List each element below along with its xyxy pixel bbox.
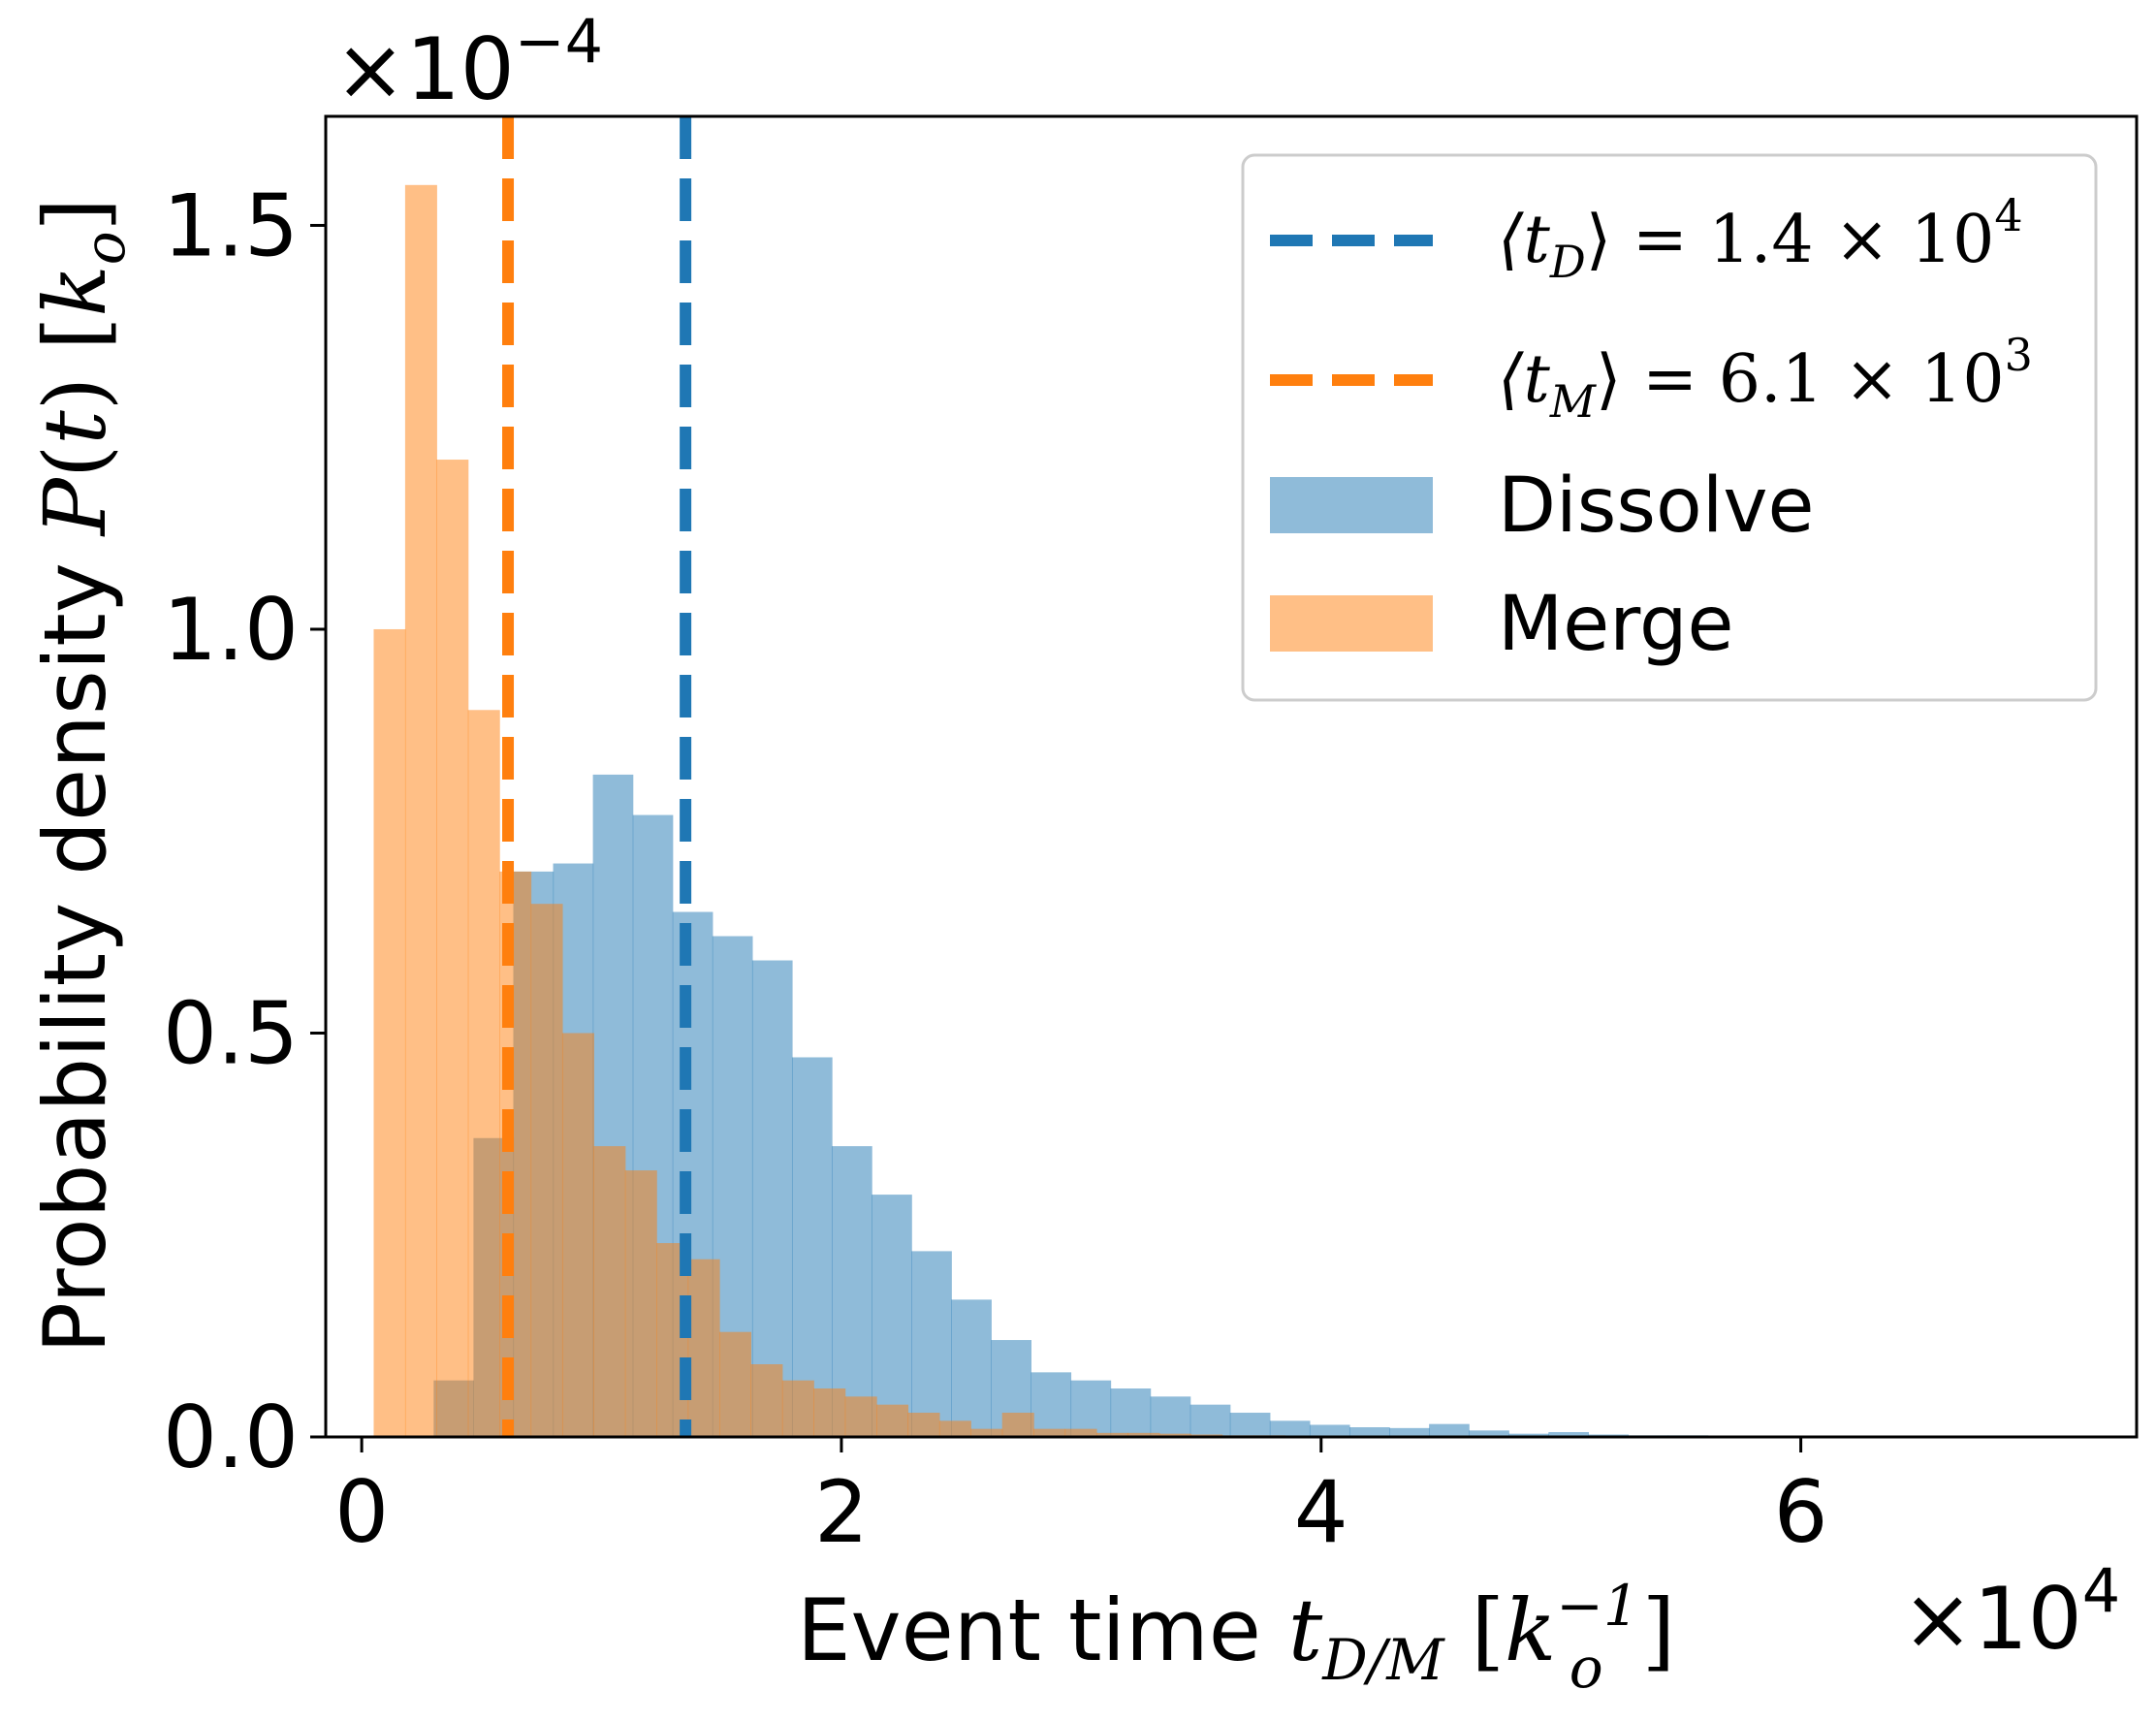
hist-bar-dissolve: [911, 1251, 952, 1437]
legend-handle-dissolve: [1270, 477, 1433, 533]
hist-bar-dissolve: [1389, 1427, 1430, 1437]
x-scale-factor: ×104: [1902, 1555, 2120, 1669]
hist-bar-dissolve: [1309, 1424, 1350, 1437]
legend-label-merge: Merge: [1498, 581, 1733, 668]
y-tick-label: 1.5: [163, 175, 299, 275]
y-tick-label: 0.0: [163, 1387, 299, 1487]
hist-bar-merge: [687, 1259, 720, 1437]
hist-bar-dissolve: [1348, 1427, 1390, 1437]
hist-bar-merge: [499, 871, 532, 1437]
hist-bar-merge: [844, 1396, 877, 1437]
hist-bar-dissolve: [872, 1195, 912, 1437]
hist-bar-merge: [467, 710, 500, 1437]
y-axis: 0.0 0.5 1.0 1.5: [163, 175, 326, 1487]
plot-frame: [324, 114, 2139, 1439]
x-scale-base: ×10: [1902, 1569, 2082, 1669]
hist-bar-merge: [530, 904, 563, 1437]
hist-bar-merge: [719, 1331, 752, 1437]
hist-bar-dissolve: [1508, 1433, 1549, 1437]
y-axis-label: Probability density P(t) [ko]: [25, 198, 138, 1354]
hist-bar-dissolve: [1070, 1380, 1112, 1437]
hist-bar-dissolve: [751, 960, 793, 1437]
hist-bar-dissolve: [1469, 1430, 1509, 1437]
y-scale-base: ×10: [334, 19, 515, 119]
legend-label-mean-merge: ⟨tM⟩ = 6.1 × 103: [1498, 329, 2033, 428]
hist-bar-dissolve: [1429, 1423, 1470, 1437]
hist-bar-merge: [593, 1146, 626, 1437]
hist-bar-dissolve: [1189, 1404, 1231, 1437]
hist-bar-merge: [561, 1033, 594, 1437]
hist-bar-dissolve: [1269, 1420, 1311, 1437]
hist-bar-dissolve: [832, 1146, 872, 1437]
y-scale-exponent: −4: [515, 6, 603, 77]
hist-bar-merge: [876, 1404, 909, 1437]
y-tick-label: 1.0: [163, 580, 299, 680]
hist-bar-merge: [404, 184, 437, 1437]
x-scale-exponent: 4: [2082, 1555, 2120, 1626]
x-tick-label: 6: [1774, 1462, 1828, 1562]
hist-bar-merge: [813, 1388, 846, 1437]
x-axis: 0 2 4 6: [334, 1437, 1828, 1562]
hist-bar-dissolve: [1150, 1396, 1191, 1437]
y-scale-factor: ×10−4: [334, 6, 603, 119]
legend-handle-merge: [1270, 595, 1433, 652]
hist-bar-merge: [970, 1428, 1003, 1437]
x-tick-label: 4: [1294, 1462, 1348, 1562]
hist-bar-merge: [436, 460, 469, 1437]
hist-bar-dissolve: [1110, 1388, 1152, 1437]
legend-frame: [1241, 153, 2098, 702]
hist-bar-merge: [624, 1170, 657, 1437]
hist-bar-dissolve: [951, 1299, 992, 1437]
hist-bar-merge: [373, 628, 406, 1437]
hist-bar-merge: [750, 1364, 783, 1437]
hist-bar-merge: [938, 1420, 971, 1437]
legend: ⟨tD⟩ = 1.4 × 104 ⟨tM⟩ = 6.1 × 103 Dissol…: [1241, 153, 2098, 702]
hist-bar-merge: [1001, 1413, 1034, 1437]
legend-label-mean-dissolve: ⟨tD⟩ = 1.4 × 104: [1498, 189, 2023, 288]
hist-bar-merge: [1095, 1432, 1128, 1437]
hist-bar-merge: [1033, 1428, 1066, 1437]
legend-label-dissolve: Dissolve: [1498, 462, 1815, 550]
hist-bar-merge: [1127, 1432, 1160, 1437]
x-tick-label: 2: [814, 1462, 869, 1562]
y-tick-label: 0.5: [163, 983, 299, 1083]
hist-bar-merge: [1158, 1433, 1191, 1437]
hist-bar-dissolve: [1030, 1372, 1072, 1437]
x-axis-label: Event time tD/M [k−1 o]: [797, 1573, 1675, 1701]
hist-bar-merge: [1064, 1428, 1097, 1437]
hist-bar-merge: [907, 1413, 940, 1437]
hist-bar-dissolve: [791, 1057, 833, 1437]
mean-lines: [502, 116, 692, 1437]
hist-bar-dissolve: [1548, 1432, 1589, 1437]
hist-bar-dissolve: [1229, 1413, 1271, 1437]
hist-bar-merge: [781, 1380, 814, 1437]
x-tick-label: 0: [334, 1462, 389, 1562]
